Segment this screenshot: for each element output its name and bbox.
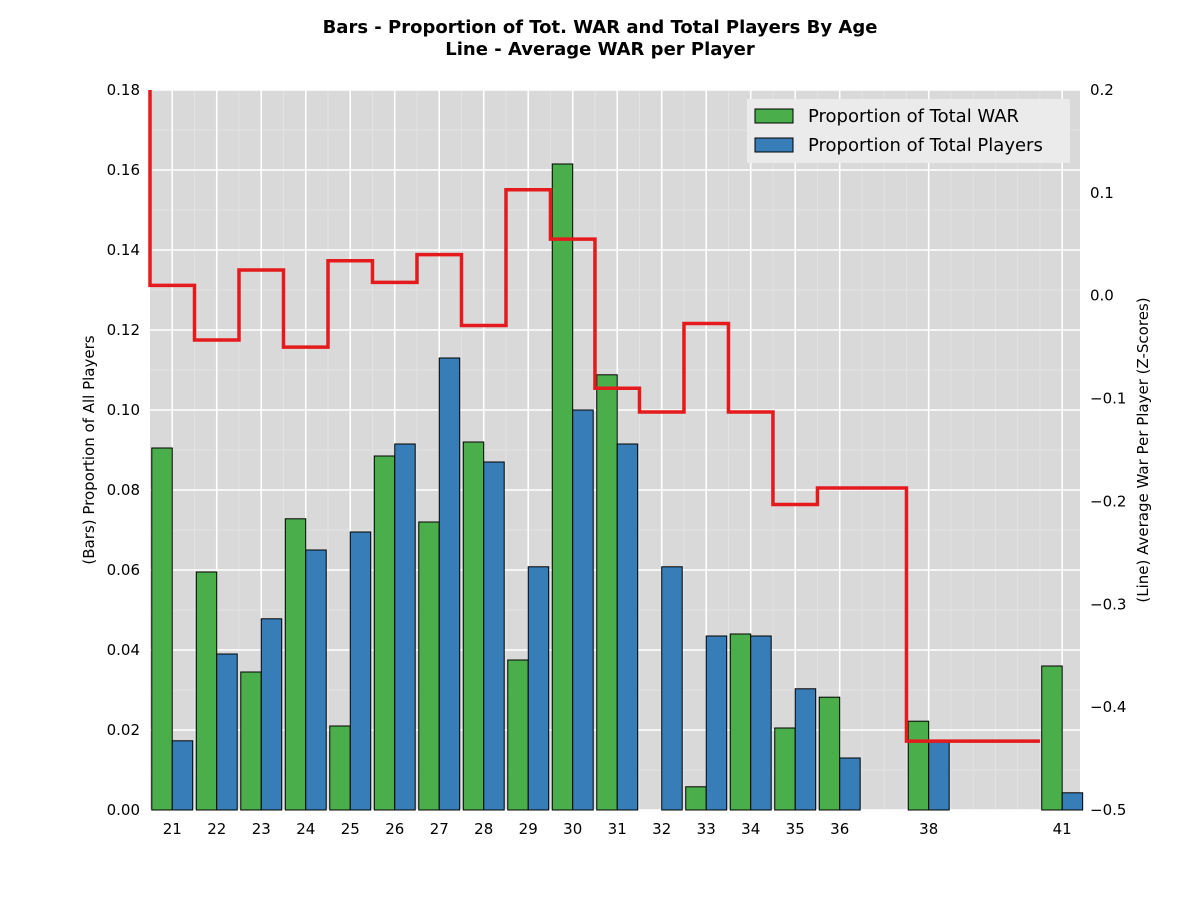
bar-players-32 (661, 566, 683, 811)
bar-players-21 (171, 740, 194, 811)
y-tick-label-left: 0.06 (107, 561, 140, 579)
y-tick-label-left: 0.02 (107, 721, 140, 739)
x-tick-label: 26 (385, 820, 404, 838)
bar-war-36 (818, 696, 841, 811)
chart-title: Bars - Proportion of Tot. WAR and Total … (323, 17, 878, 38)
bar-war-35 (774, 727, 796, 811)
y-tick-label-left: 0.14 (107, 241, 140, 259)
chart-subtitle: Line - Average WAR per Player (445, 39, 755, 60)
x-tick-label: 23 (252, 820, 271, 838)
legend-label-players: Proportion of Total Players (808, 135, 1043, 156)
bar-war-29 (507, 659, 529, 811)
y-axis-left-label: (Bars) Proportion of All Players (80, 335, 98, 564)
bar-players-28 (483, 461, 505, 811)
bar-players-25 (349, 531, 372, 811)
bar-players-34 (750, 635, 772, 811)
bar-war-26 (373, 455, 396, 811)
bar-players-31 (616, 443, 639, 811)
y-axis-left-ticks: 0.00 0.02 0.04 0.06 0.08 0.10 0.12 0.14 0.16 0.18 (107, 81, 140, 819)
bar-players-41 (1061, 792, 1084, 811)
x-tick-label: 21 (163, 820, 182, 838)
bar-war-23 (240, 671, 262, 811)
y-tick-label-right: −0.1 (1090, 390, 1126, 408)
x-tick-label: 31 (608, 820, 627, 838)
avg-war-step-line (148, 90, 1040, 743)
bar-war-30 (551, 163, 574, 811)
x-tick-label: 38 (919, 820, 938, 838)
y-tick-label-left: 0.00 (107, 801, 140, 819)
bar-war-22 (195, 571, 218, 811)
x-tick-label: 30 (563, 820, 582, 838)
y-tick-label-left: 0.10 (107, 401, 140, 419)
bar-war-31 (596, 374, 618, 811)
bar-war-41 (1041, 665, 1063, 811)
bar-war-27 (418, 521, 440, 811)
x-tick-label: 36 (830, 820, 849, 838)
x-tick-label: 24 (296, 820, 315, 838)
x-tick-label: 34 (741, 820, 760, 838)
bar-players-33 (705, 635, 728, 811)
x-tick-label: 33 (697, 820, 716, 838)
y-axis-right-ticks: −0.5 −0.4 −0.3 −0.2 −0.1 0.0 0.1 0.2 (1090, 81, 1126, 819)
y-axis-right-label: (Line) Average War Per Player (Z-Scores) (1134, 297, 1152, 602)
bar-players-36 (839, 757, 861, 811)
x-tick-label: 35 (786, 820, 805, 838)
x-tick-label: 25 (341, 820, 360, 838)
bar-players-29 (527, 566, 550, 811)
legend: Proportion of Total WAR Proportion of To… (747, 99, 1070, 163)
title-block: Bars - Proportion of Tot. WAR and Total … (323, 17, 878, 60)
y-tick-label-left: 0.12 (107, 321, 140, 339)
legend-swatch-players (754, 137, 794, 153)
bar-players-22 (216, 653, 238, 811)
x-tick-label: 27 (430, 820, 449, 838)
legend-box (747, 99, 1070, 163)
legend-swatch-war (754, 108, 794, 124)
bar-war-25 (329, 725, 351, 811)
bar-players-23 (260, 618, 283, 811)
x-axis-ticks: 21 22 23 24 25 26 27 28 29 30 31 32 33 34 35 36 38 41 (163, 820, 1072, 838)
x-tick-label: 32 (652, 820, 671, 838)
legend-label-war: Proportion of Total WAR (808, 106, 1019, 127)
bar-war-34 (729, 633, 752, 811)
bar-players-24 (305, 549, 327, 811)
y-tick-label-left: 0.16 (107, 161, 140, 179)
y-tick-label-right: 0.1 (1090, 184, 1114, 202)
avg-war-line (148, 90, 1040, 743)
bar-players-26 (394, 443, 416, 811)
x-tick-label: 28 (474, 820, 493, 838)
bar-players-30 (572, 409, 594, 811)
bar-war-33 (685, 786, 707, 811)
bar-players-38 (928, 740, 950, 811)
y-tick-label-left: 0.04 (107, 641, 140, 659)
bar-war-24 (284, 518, 307, 811)
y-tick-label-right: −0.3 (1090, 595, 1126, 613)
bar-players-27 (438, 357, 461, 811)
y-tick-label-right: −0.2 (1090, 492, 1126, 510)
bars (151, 163, 1084, 811)
x-tick-label: 41 (1053, 820, 1072, 838)
y-tick-label-right: −0.5 (1090, 801, 1126, 819)
y-tick-label-left: 0.08 (107, 481, 140, 499)
bar-players-35 (794, 688, 817, 811)
y-tick-label-left: 0.18 (107, 81, 140, 99)
y-tick-label-right: 0.0 (1090, 287, 1114, 305)
bar-war-38 (907, 720, 930, 811)
y-tick-label-right: 0.2 (1090, 81, 1114, 99)
y-tick-label-right: −0.4 (1090, 698, 1126, 716)
x-tick-label: 22 (207, 820, 226, 838)
x-tick-label: 29 (519, 820, 538, 838)
bar-war-21 (151, 447, 173, 811)
bar-war-28 (462, 441, 485, 811)
